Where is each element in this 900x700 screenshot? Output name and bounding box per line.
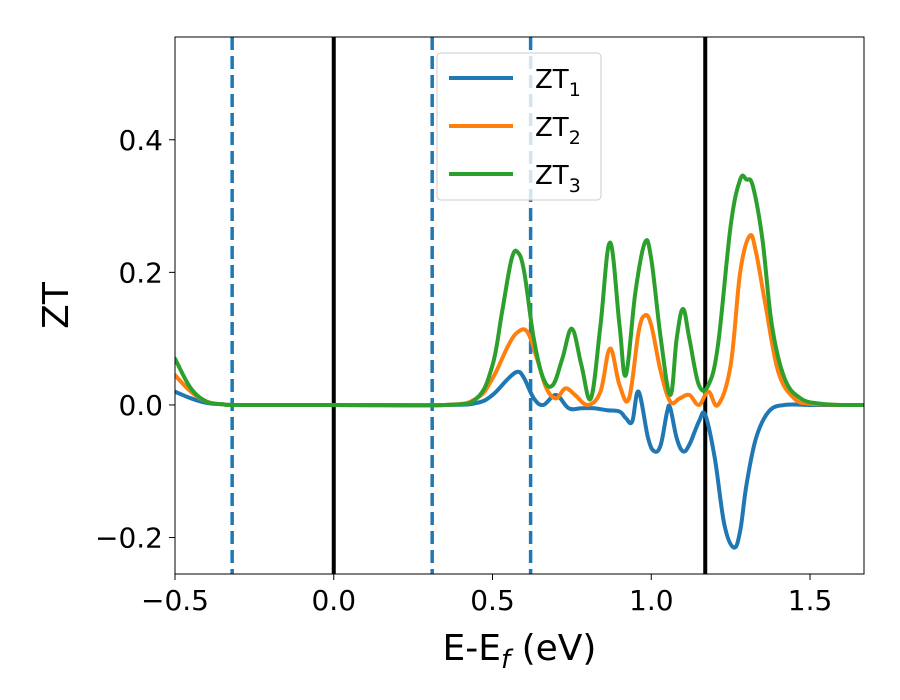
plot-frame xyxy=(174,36,865,575)
series-layer xyxy=(175,173,864,550)
legend-box xyxy=(436,52,602,201)
x-tick-label: 0.0 xyxy=(311,584,356,617)
legend: ZT1 ZT2 ZT3 xyxy=(436,52,602,201)
y-tick-label: −0.2 xyxy=(95,522,163,555)
series-line-1 xyxy=(175,369,864,550)
y-tick-label: 0.0 xyxy=(118,389,163,422)
series-line-3 xyxy=(175,173,864,408)
x-axis-label-main: E-E xyxy=(443,628,501,669)
x-axis-ticks: −0.5 0.0 0.5 1.0 1.5 xyxy=(141,574,832,617)
x-axis-label-unit: (eV) xyxy=(510,628,596,669)
legend-label-2: ZT2 xyxy=(535,113,581,149)
x-tick-label: 0.5 xyxy=(470,584,515,617)
x-tick-label: 1.0 xyxy=(629,584,674,617)
y-tick-label: 0.4 xyxy=(118,124,163,157)
x-tick-label: 1.5 xyxy=(788,584,833,617)
series-line-2 xyxy=(175,233,864,408)
y-axis-ticks: −0.2 0.0 0.2 0.4 xyxy=(95,124,175,555)
legend-label-3: ZT3 xyxy=(535,161,581,197)
legend-label-1: ZT1 xyxy=(535,65,581,101)
y-tick-label: 0.2 xyxy=(118,256,163,289)
y-axis-label: ZT xyxy=(36,281,77,329)
x-tick-label: −0.5 xyxy=(141,584,209,617)
x-axis-label: E-Ef (eV) xyxy=(443,628,597,675)
